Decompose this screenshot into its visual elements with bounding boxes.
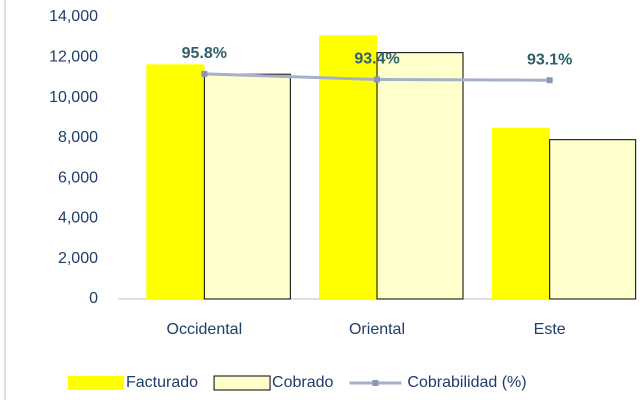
bar (549, 139, 637, 300)
data-label: 95.8% (182, 45, 227, 62)
legend-label: Cobrabilidad (%) (407, 374, 526, 391)
x-tick-label: Oriental (349, 321, 405, 338)
bar (376, 52, 464, 300)
data-label: 93.1% (527, 51, 572, 68)
legend-label: Cobrado (272, 374, 333, 391)
x-tick-label: Este (534, 321, 566, 338)
y-tick-label: 14,000 (49, 8, 98, 25)
y-tick-label: 2,000 (58, 250, 98, 267)
line-marker (546, 77, 553, 84)
bar (146, 64, 205, 299)
y-tick-label: 12,000 (49, 49, 98, 66)
legend-label: Facturado (126, 374, 198, 391)
line-marker (374, 76, 380, 83)
line-marker (201, 70, 208, 77)
y-tick-label: 10,000 (49, 89, 98, 106)
legend-swatch (68, 376, 124, 390)
bar (319, 35, 377, 299)
data-label: 93.4% (354, 51, 399, 68)
bar (491, 127, 550, 300)
x-tick-label: Occidental (167, 321, 243, 338)
legend-swatch (213, 375, 271, 391)
y-tick-label: 6,000 (58, 169, 98, 186)
legend-marker (372, 380, 379, 386)
y-tick-label: 4,000 (58, 210, 98, 227)
y-tick-label: 8,000 (58, 129, 98, 146)
y-tick-label: 0 (89, 290, 98, 307)
bar (203, 73, 291, 300)
